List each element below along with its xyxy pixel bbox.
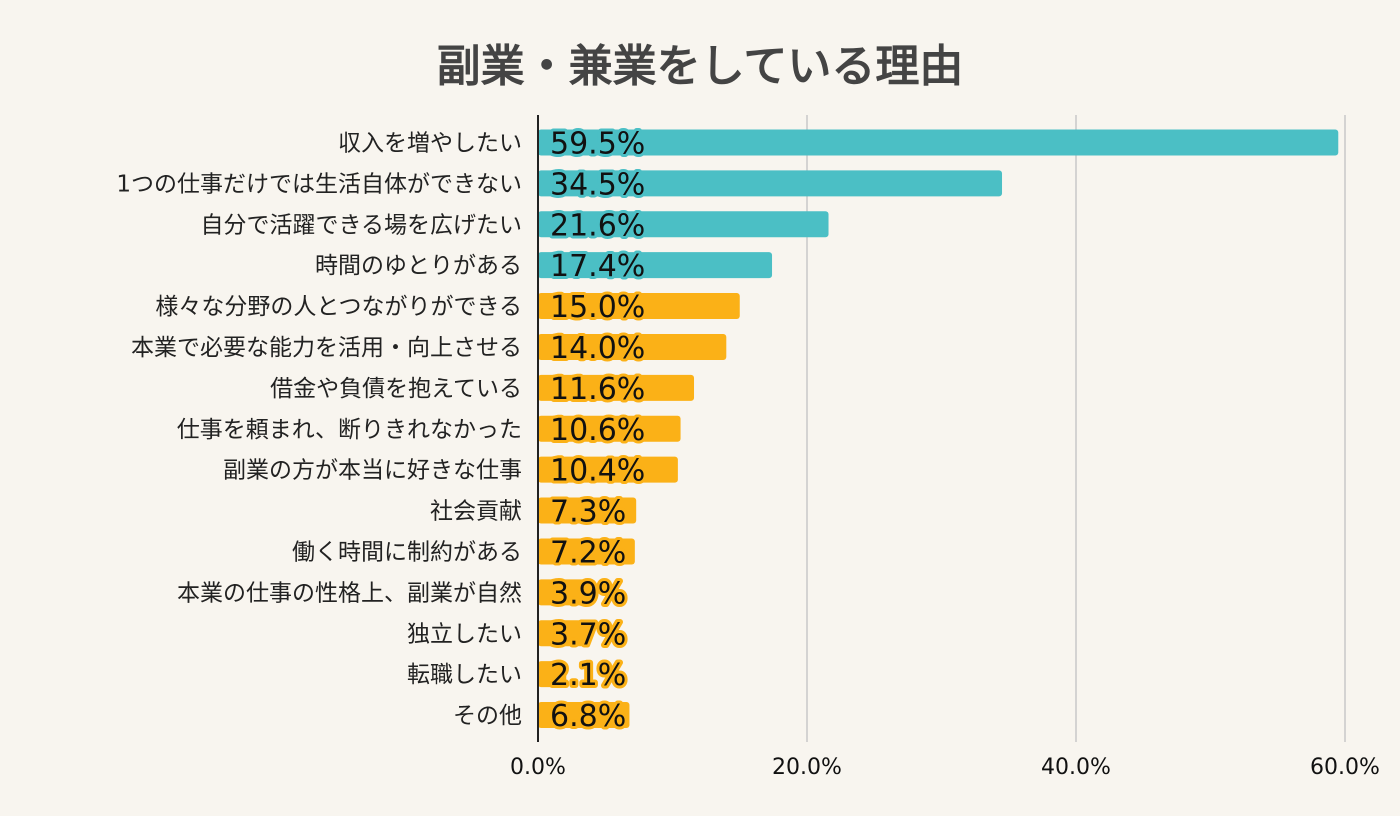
chart-title: 副業・兼業をしている理由 <box>436 41 964 92</box>
bar <box>538 293 740 320</box>
x-tick-label: 40.0% <box>1041 755 1111 780</box>
data-label: 11.6% <box>550 372 645 407</box>
data-label: 10.4% <box>550 454 645 489</box>
bar <box>538 579 591 606</box>
category-label: 独立したい <box>407 621 522 647</box>
bar <box>538 702 630 729</box>
category-label: 副業の方が本当に好きな仕事 <box>223 458 522 484</box>
data-label: 3.7% <box>550 617 626 652</box>
bar <box>538 374 695 401</box>
category-label: 借金や負債を抱えている <box>270 376 522 402</box>
data-label: 15.0% <box>550 290 645 325</box>
category-label: 社会貢献 <box>430 499 522 525</box>
category-label: その他 <box>453 703 522 729</box>
data-label: 17.4% <box>550 249 645 284</box>
bar <box>538 170 1003 197</box>
bar <box>538 415 681 442</box>
category-label: 自分で活躍できる場を広げたい <box>200 212 522 238</box>
data-label: 59.5% <box>550 126 645 161</box>
data-label: 7.2% <box>550 535 626 570</box>
category-label: 転職したい <box>407 662 522 688</box>
bar <box>538 620 588 647</box>
data-label: 10.6% <box>550 413 645 448</box>
category-label: 本業で必要な能力を活用・向上させる <box>131 335 522 361</box>
data-label: 14.0% <box>550 331 645 366</box>
category-label: 時間のゆとりがある <box>315 253 522 279</box>
data-label: 6.8% <box>550 699 626 734</box>
category-label: 収入を増やしたい <box>338 130 522 156</box>
category-label: 様々な分野の人とつながりができる <box>155 294 522 320</box>
data-label: 2.1% <box>550 658 626 693</box>
bar <box>538 538 635 565</box>
bar <box>538 129 1339 156</box>
bar <box>538 497 637 524</box>
data-label: 34.5% <box>550 167 645 202</box>
data-label: 21.6% <box>550 208 645 243</box>
bar <box>538 456 678 483</box>
category-label: 働く時間に制約がある <box>292 539 522 565</box>
x-tick-label: 0.0% <box>510 755 566 780</box>
bar <box>538 211 829 238</box>
category-label: 本業の仕事の性格上、副業が自然 <box>177 580 522 606</box>
x-tick-label: 20.0% <box>772 755 842 780</box>
bar <box>538 252 773 279</box>
x-tick-label: 60.0% <box>1310 755 1380 780</box>
data-label: 3.9% <box>550 576 626 611</box>
bar <box>538 333 727 360</box>
category-label: 1つの仕事だけでは生活自体ができない <box>116 171 522 197</box>
data-label: 7.3% <box>550 495 626 530</box>
bar <box>538 661 567 688</box>
category-label: 仕事を頼まれ、断りきれなかった <box>177 417 522 443</box>
